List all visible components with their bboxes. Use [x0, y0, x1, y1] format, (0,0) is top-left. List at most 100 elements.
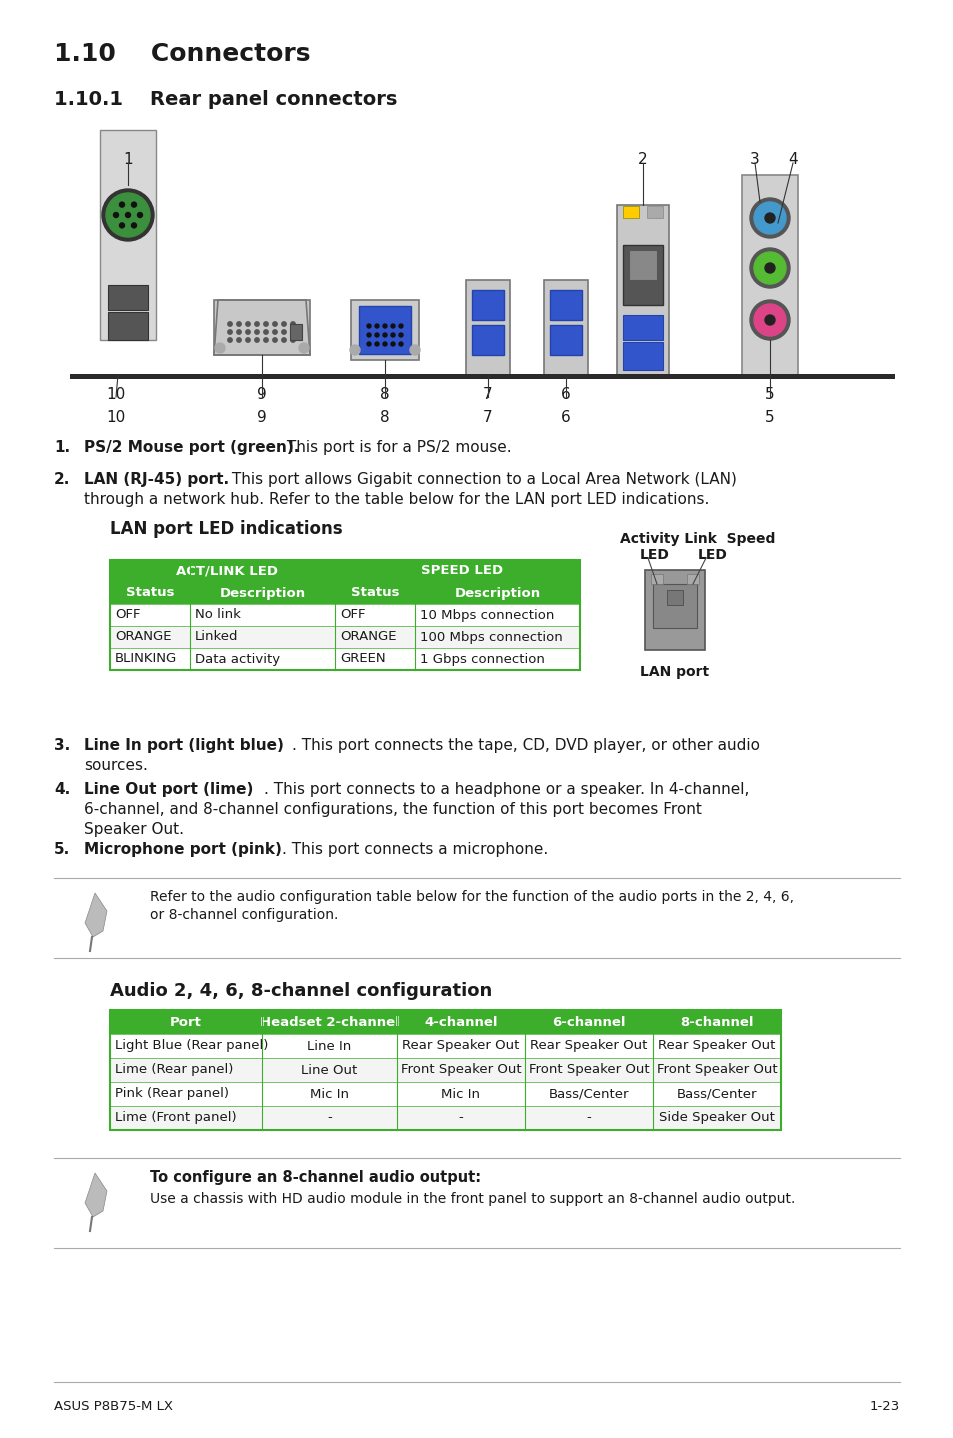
Circle shape	[764, 315, 774, 325]
Bar	[472, 290, 503, 321]
Bar	[110, 604, 579, 626]
Circle shape	[391, 334, 395, 336]
Circle shape	[753, 252, 785, 283]
Bar	[543, 280, 587, 375]
Circle shape	[228, 329, 232, 334]
Text: Headset 2-channel: Headset 2-channel	[259, 1015, 399, 1028]
Text: 8: 8	[380, 387, 390, 403]
Text: Microphone port (pink): Microphone port (pink)	[84, 843, 281, 857]
Text: 10: 10	[107, 410, 126, 426]
Bar	[644, 569, 704, 650]
Text: ACT/LINK LED: ACT/LINK LED	[175, 565, 277, 578]
Circle shape	[753, 303, 785, 336]
Circle shape	[291, 338, 294, 342]
Circle shape	[273, 338, 277, 342]
Text: OFF: OFF	[339, 608, 365, 621]
Text: 2: 2	[638, 152, 647, 167]
Circle shape	[126, 213, 131, 217]
Text: Refer to the audio configuration table below for the function of the audio ports: Refer to the audio configuration table b…	[150, 890, 793, 905]
Circle shape	[132, 223, 136, 227]
Text: Side Speaker Out: Side Speaker Out	[659, 1112, 774, 1125]
Text: Line In: Line In	[307, 1040, 352, 1053]
Circle shape	[254, 338, 259, 342]
Text: -: -	[586, 1112, 591, 1125]
Bar	[110, 1058, 781, 1081]
Circle shape	[391, 342, 395, 347]
Text: LED: LED	[698, 548, 727, 562]
Bar	[622, 244, 662, 305]
Bar	[110, 582, 579, 604]
Text: OFF: OFF	[115, 608, 140, 621]
Text: Bass/Center: Bass/Center	[676, 1087, 757, 1100]
Text: PS/2 Mouse port (green).: PS/2 Mouse port (green).	[84, 440, 299, 454]
Text: 100 Mbps connection: 100 Mbps connection	[419, 630, 562, 643]
Bar	[213, 301, 310, 355]
Text: 6: 6	[560, 387, 570, 403]
Circle shape	[281, 329, 286, 334]
Circle shape	[764, 263, 774, 273]
Circle shape	[375, 342, 378, 347]
Circle shape	[291, 329, 294, 334]
Circle shape	[106, 193, 150, 237]
Circle shape	[246, 322, 250, 326]
Bar	[108, 312, 148, 339]
Circle shape	[119, 223, 125, 227]
Circle shape	[132, 203, 136, 207]
Circle shape	[410, 345, 419, 355]
Circle shape	[398, 334, 402, 336]
Circle shape	[291, 322, 294, 326]
Bar	[110, 1106, 781, 1130]
Bar	[622, 315, 662, 339]
Bar	[465, 280, 510, 375]
Text: Status: Status	[351, 587, 399, 600]
Circle shape	[281, 322, 286, 326]
Text: . This port connects to a headphone or a speaker. In 4-channel,: . This port connects to a headphone or a…	[264, 782, 749, 797]
Bar	[550, 290, 581, 321]
Text: 4: 4	[787, 152, 797, 167]
Circle shape	[398, 342, 402, 347]
Circle shape	[367, 324, 371, 328]
Circle shape	[391, 324, 395, 328]
Text: 10: 10	[107, 387, 126, 403]
Circle shape	[749, 301, 789, 339]
Circle shape	[119, 203, 125, 207]
Text: 1.10.1    Rear panel connectors: 1.10.1 Rear panel connectors	[54, 91, 397, 109]
Text: 1.: 1.	[54, 440, 71, 454]
Text: 7: 7	[482, 410, 493, 426]
Text: LAN port: LAN port	[639, 664, 709, 679]
Text: 7: 7	[482, 387, 493, 403]
Text: To configure an 8-channel audio output:: To configure an 8-channel audio output:	[150, 1171, 480, 1185]
Bar	[110, 559, 579, 670]
Text: ORANGE: ORANGE	[115, 630, 172, 643]
Text: Front Speaker Out: Front Speaker Out	[656, 1064, 777, 1077]
Bar	[110, 1081, 781, 1106]
Circle shape	[375, 334, 378, 336]
Text: Lime (Front panel): Lime (Front panel)	[115, 1112, 236, 1125]
Text: 2.: 2.	[54, 472, 71, 487]
Bar	[110, 1009, 781, 1130]
Text: Line In port (light blue): Line In port (light blue)	[84, 738, 284, 754]
Circle shape	[753, 201, 785, 234]
Text: Line Out port (lime): Line Out port (lime)	[84, 782, 253, 797]
Bar	[550, 325, 581, 355]
Text: . This port connects a microphone.: . This port connects a microphone.	[282, 843, 548, 857]
Text: ASUS P8B75-M LX: ASUS P8B75-M LX	[54, 1401, 172, 1414]
Text: 8: 8	[380, 410, 390, 426]
Bar	[290, 324, 302, 339]
Text: GREEN: GREEN	[339, 653, 385, 666]
Circle shape	[764, 213, 774, 223]
Text: -: -	[458, 1112, 463, 1125]
Text: 10 Mbps connection: 10 Mbps connection	[419, 608, 554, 621]
Circle shape	[228, 322, 232, 326]
Text: Port: Port	[170, 1015, 202, 1028]
Text: Status: Status	[126, 587, 174, 600]
Text: 9: 9	[257, 410, 267, 426]
Circle shape	[264, 338, 268, 342]
Circle shape	[137, 213, 142, 217]
Circle shape	[236, 329, 241, 334]
Text: Mic In: Mic In	[441, 1087, 480, 1100]
Circle shape	[367, 342, 371, 347]
Circle shape	[264, 322, 268, 326]
Text: Mic In: Mic In	[310, 1087, 349, 1100]
Circle shape	[254, 322, 259, 326]
